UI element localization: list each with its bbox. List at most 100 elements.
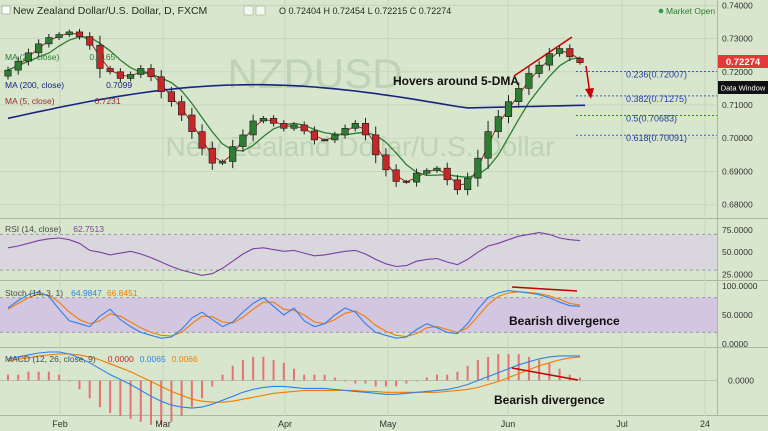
macd-histogram-bar xyxy=(98,380,101,408)
macd-histogram-bar xyxy=(466,365,469,381)
macd-axis-label: 0.0000 xyxy=(728,376,754,386)
candle-down xyxy=(86,36,94,46)
fibonacci-label: 0.236(0.72007) xyxy=(626,70,687,80)
candle-down xyxy=(300,124,308,132)
symbol-title[interactable]: New Zealand Dollar/U.S. Dollar, D, FXCM xyxy=(13,5,207,17)
price-divergence-line xyxy=(513,36,573,77)
ohlc-readout: O 0.72404 H 0.72454 L 0.72215 C 0.72274 xyxy=(279,6,451,16)
data-window-label[interactable]: Data Window xyxy=(721,84,766,93)
ma5-label[interactable]: MA (5, close) 0.7231 xyxy=(5,96,121,106)
candle-up xyxy=(45,37,53,45)
data-window-button[interactable] xyxy=(718,81,768,94)
macd-histogram-bar xyxy=(405,380,408,384)
macd-histogram-bar xyxy=(548,362,551,381)
candle-up xyxy=(65,31,73,35)
candle-down xyxy=(167,91,175,102)
time-axis-bg xyxy=(0,416,768,431)
rsi-series xyxy=(7,232,581,276)
price-axis-label: 0.74000 xyxy=(722,0,753,10)
market-status-dot-icon xyxy=(658,8,664,14)
candle-down xyxy=(576,58,584,63)
macd-series xyxy=(7,351,581,425)
rsi-band xyxy=(0,234,717,271)
macd-histogram-bar xyxy=(272,359,275,381)
stoch-d-line xyxy=(7,291,581,338)
candle-down xyxy=(566,48,574,58)
macd-histogram-bar xyxy=(109,380,112,414)
macd-histogram-bar xyxy=(180,380,183,416)
macd-histogram-bar xyxy=(27,371,30,381)
collapse-button[interactable] xyxy=(1,5,11,15)
macd-histogram-bar xyxy=(323,374,326,381)
macd-histogram-bar xyxy=(354,380,357,384)
time-axis-label: 24 xyxy=(700,419,710,429)
candle-up xyxy=(351,122,359,129)
candle-up xyxy=(218,161,227,164)
stoch-axis-label: 50.0000 xyxy=(722,310,753,320)
macd-histogram-bar xyxy=(68,380,71,382)
stoch-label[interactable]: Stoch (14, 3, 1) 64.9847 66.8451 xyxy=(5,288,138,298)
macd-label[interactable]: MACD (12, 26, close, 9) 0.0000 0.0065 0.006… xyxy=(5,354,198,364)
macd-histogram-bar xyxy=(221,374,224,381)
candle-up xyxy=(484,131,492,159)
rsi-axis-label: 25.0000 xyxy=(722,270,753,280)
macd-signal-line xyxy=(7,353,581,403)
candle-up xyxy=(515,88,523,102)
candle-up xyxy=(239,134,247,147)
candle-up xyxy=(127,74,135,79)
candle-down xyxy=(280,122,288,129)
macd-histogram-bar xyxy=(333,377,336,381)
header-settings-button[interactable] xyxy=(243,5,254,16)
ma200-label[interactable]: MA (200, close) 0.7099 xyxy=(5,80,132,90)
candle-up xyxy=(290,124,298,129)
candle-up xyxy=(14,60,22,71)
macd-histogram-bar xyxy=(558,368,561,381)
macd-line xyxy=(7,351,580,409)
header-close-button[interactable] xyxy=(255,5,266,16)
macd-histogram-bar xyxy=(17,374,20,381)
macd-histogram-bar xyxy=(303,374,306,381)
macd-histogram-bar xyxy=(313,374,316,381)
down-arrow-head xyxy=(585,88,594,99)
candle-up xyxy=(494,116,502,132)
candle-down xyxy=(178,101,186,116)
candle-up xyxy=(259,118,267,122)
macd-histogram-bar xyxy=(150,380,152,425)
macd-histogram-bar xyxy=(476,359,479,381)
candle-up xyxy=(35,43,43,54)
macd-histogram-bar xyxy=(252,356,255,381)
macd-histogram-bar xyxy=(517,353,520,381)
price-axis-bg xyxy=(717,0,768,431)
candle-down xyxy=(75,31,84,37)
ma20-label[interactable]: MA (20, close) 0.7165 xyxy=(5,52,116,62)
candle-down xyxy=(402,181,410,183)
time-axis-label: May xyxy=(379,419,397,429)
time-axis-label: Jul xyxy=(616,419,628,429)
candle-up xyxy=(137,68,145,75)
candle-up xyxy=(341,127,349,136)
macd-histogram-bar xyxy=(395,380,398,387)
rsi-line xyxy=(7,232,581,276)
candle-up xyxy=(545,53,553,66)
macd-histogram-bar xyxy=(170,380,173,422)
macd-divergence-annotation: Bearish divergence xyxy=(494,393,605,407)
time-axis-label: Apr xyxy=(278,419,292,429)
time-axis-label: Jun xyxy=(501,419,516,429)
stoch-divergence-line xyxy=(511,286,578,292)
candle-down xyxy=(106,68,114,73)
main-panel-bg xyxy=(0,0,717,218)
time-axis-label: Feb xyxy=(52,419,68,429)
macd-histogram-bar xyxy=(201,380,204,399)
candle-down xyxy=(198,131,206,149)
candle-up xyxy=(556,48,564,54)
macd-histogram-bar xyxy=(364,380,367,384)
rsi-label[interactable]: RSI (14, close) 62.7513 xyxy=(5,224,104,234)
macd-histogram-bar xyxy=(415,380,418,382)
price-axis-label: 0.72000 xyxy=(722,67,753,77)
macd-histogram-bar xyxy=(538,359,541,381)
macd-histogram-bar xyxy=(497,353,500,381)
macd-histogram-bar xyxy=(262,356,265,381)
candle-down xyxy=(372,134,380,156)
